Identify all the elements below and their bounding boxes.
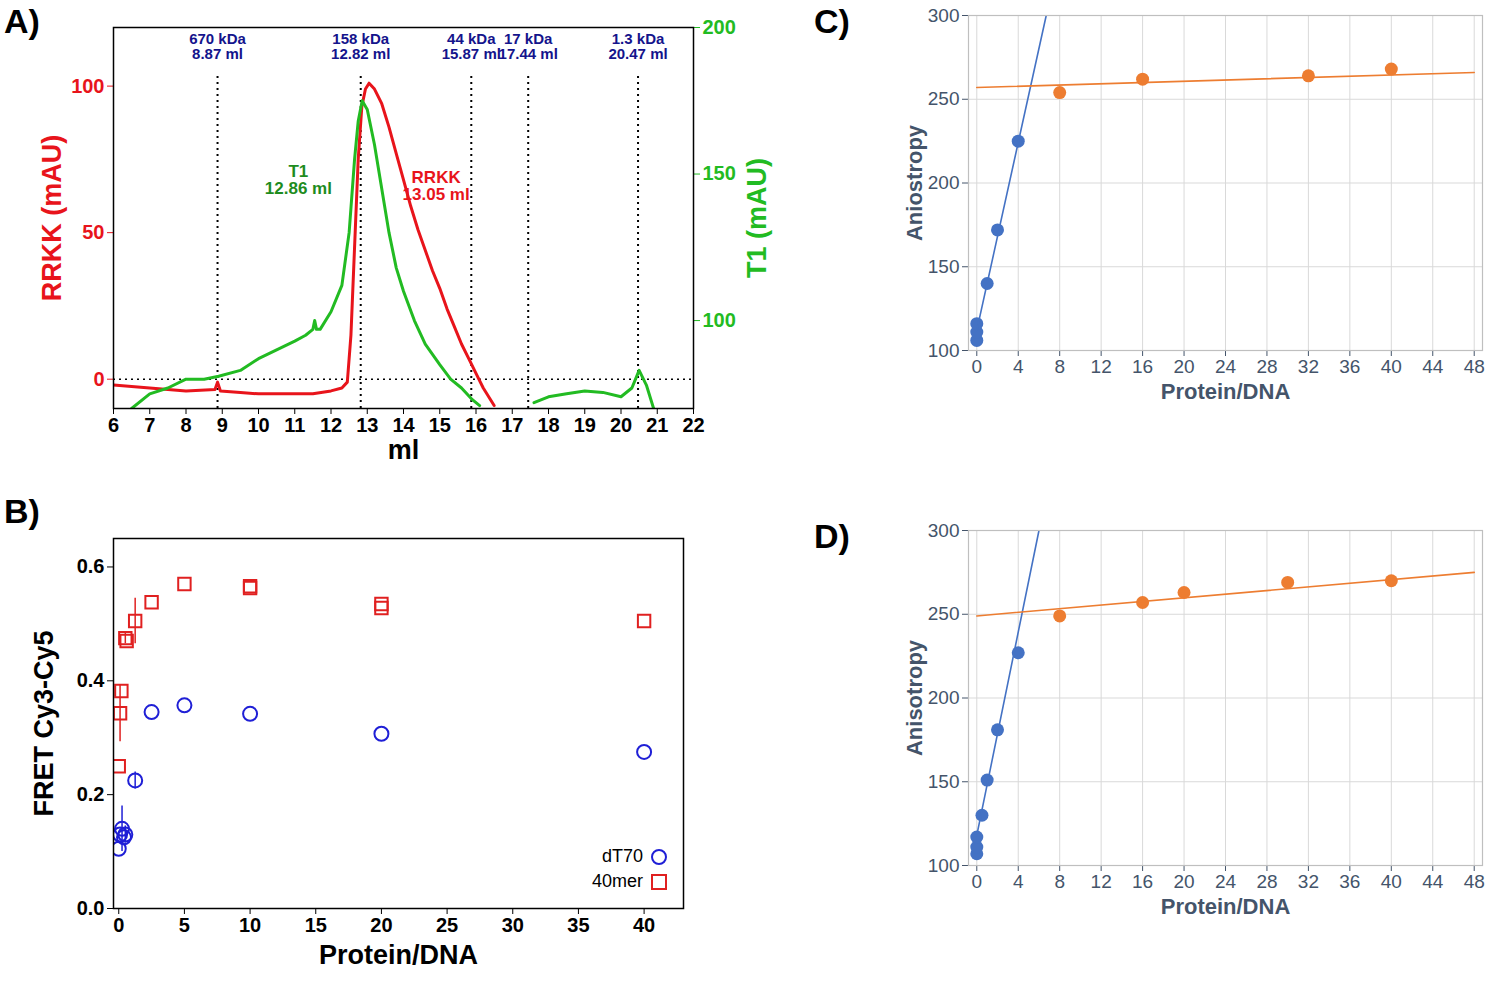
svg-text:16: 16 bbox=[1132, 356, 1153, 377]
svg-text:10: 10 bbox=[239, 914, 261, 936]
svg-text:8: 8 bbox=[1054, 356, 1065, 377]
svg-text:44 kDa15.87 ml: 44 kDa15.87 ml bbox=[442, 30, 501, 62]
svg-text:300: 300 bbox=[928, 5, 960, 26]
svg-text:200: 200 bbox=[928, 687, 960, 708]
html-text:40mer: 40mer bbox=[592, 871, 643, 891]
svg-text:250: 250 bbox=[928, 88, 960, 109]
svg-text:36: 36 bbox=[1339, 871, 1360, 892]
svg-text:17: 17 bbox=[501, 414, 523, 436]
svg-text:250: 250 bbox=[928, 603, 960, 624]
svg-text:28: 28 bbox=[1256, 356, 1277, 377]
svg-text:24: 24 bbox=[1215, 871, 1237, 892]
svg-text:Anisotropy: Anisotropy bbox=[902, 639, 927, 756]
svg-text:0.6: 0.6 bbox=[77, 555, 105, 577]
svg-text:670 kDa8.87 ml: 670 kDa8.87 ml bbox=[189, 30, 246, 62]
svg-text:0.4: 0.4 bbox=[77, 669, 106, 691]
svg-text:300: 300 bbox=[928, 520, 960, 541]
svg-text:150: 150 bbox=[928, 771, 960, 792]
svg-text:100: 100 bbox=[71, 75, 104, 97]
svg-text:20: 20 bbox=[1173, 871, 1194, 892]
svg-text:9: 9 bbox=[217, 414, 228, 436]
svg-text:35: 35 bbox=[567, 914, 589, 936]
svg-text:15: 15 bbox=[305, 914, 327, 936]
svg-text:22: 22 bbox=[682, 414, 704, 436]
html-text:A): A) bbox=[4, 2, 40, 40]
svg-text:200: 200 bbox=[703, 16, 736, 38]
svg-text:40: 40 bbox=[1381, 871, 1402, 892]
html-text:C): C) bbox=[814, 2, 850, 40]
svg-text:32: 32 bbox=[1298, 871, 1319, 892]
svg-text:12: 12 bbox=[1091, 871, 1112, 892]
svg-text:5: 5 bbox=[179, 914, 190, 936]
svg-text:44: 44 bbox=[1422, 871, 1444, 892]
svg-text:1.3 kDa20.47 ml: 1.3 kDa20.47 ml bbox=[608, 30, 667, 62]
svg-text:RRKK (mAU): RRKK (mAU) bbox=[37, 135, 67, 301]
svg-text:17 kDa17.44 ml: 17 kDa17.44 ml bbox=[499, 30, 558, 62]
svg-text:11: 11 bbox=[284, 414, 305, 436]
svg-text:36: 36 bbox=[1339, 356, 1360, 377]
svg-text:100: 100 bbox=[928, 340, 960, 361]
svg-text:150: 150 bbox=[703, 162, 736, 184]
svg-text:50: 50 bbox=[82, 221, 104, 243]
svg-text:20: 20 bbox=[370, 914, 392, 936]
svg-text:19: 19 bbox=[574, 414, 596, 436]
svg-text:16: 16 bbox=[465, 414, 487, 436]
svg-text:12: 12 bbox=[320, 414, 342, 436]
svg-text:25: 25 bbox=[436, 914, 458, 936]
svg-text:4: 4 bbox=[1013, 871, 1024, 892]
svg-text:14: 14 bbox=[392, 414, 415, 436]
svg-text:8: 8 bbox=[180, 414, 191, 436]
html-text:dT70: dT70 bbox=[602, 846, 643, 866]
svg-text:ml: ml bbox=[388, 435, 420, 465]
svg-text:6: 6 bbox=[108, 414, 119, 436]
svg-text:0: 0 bbox=[972, 871, 983, 892]
html-text:B): B) bbox=[4, 492, 40, 530]
svg-text:FRET Cy3-Cy5: FRET Cy3-Cy5 bbox=[29, 630, 59, 816]
svg-text:100: 100 bbox=[703, 309, 736, 331]
svg-text:20: 20 bbox=[610, 414, 632, 436]
svg-text:200: 200 bbox=[928, 172, 960, 193]
svg-text:Protein/DNA: Protein/DNA bbox=[1161, 894, 1291, 919]
svg-text:4: 4 bbox=[1013, 356, 1024, 377]
svg-text:32: 32 bbox=[1298, 356, 1319, 377]
svg-text:16: 16 bbox=[1132, 871, 1153, 892]
svg-text:7: 7 bbox=[144, 414, 155, 436]
svg-text:48: 48 bbox=[1464, 356, 1485, 377]
svg-text:0: 0 bbox=[93, 368, 104, 390]
svg-text:T112.86 ml: T112.86 ml bbox=[265, 162, 332, 198]
svg-text:12: 12 bbox=[1091, 356, 1112, 377]
svg-text:Protein/DNA: Protein/DNA bbox=[319, 940, 478, 970]
svg-text:100: 100 bbox=[928, 855, 960, 876]
svg-text:24: 24 bbox=[1215, 356, 1237, 377]
svg-text:20: 20 bbox=[1173, 356, 1194, 377]
svg-text:15: 15 bbox=[429, 414, 451, 436]
svg-text:13: 13 bbox=[356, 414, 378, 436]
svg-text:48: 48 bbox=[1464, 871, 1485, 892]
svg-text:RRKK13.05 ml: RRKK13.05 ml bbox=[403, 168, 470, 204]
svg-text:150: 150 bbox=[928, 256, 960, 277]
svg-text:Aniostropy: Aniostropy bbox=[902, 124, 927, 241]
svg-text:40: 40 bbox=[1381, 356, 1402, 377]
svg-text:0.2: 0.2 bbox=[77, 783, 105, 805]
svg-text:10: 10 bbox=[247, 414, 269, 436]
svg-text:28: 28 bbox=[1256, 871, 1277, 892]
svg-text:21: 21 bbox=[646, 414, 668, 436]
svg-text:158 kDa12.82 ml: 158 kDa12.82 ml bbox=[331, 30, 390, 62]
svg-text:18: 18 bbox=[537, 414, 559, 436]
svg-text:0: 0 bbox=[972, 356, 983, 377]
html-text:D): D) bbox=[814, 517, 850, 555]
svg-text:8: 8 bbox=[1054, 871, 1065, 892]
svg-text:40: 40 bbox=[633, 914, 655, 936]
svg-text:30: 30 bbox=[502, 914, 524, 936]
svg-text:44: 44 bbox=[1422, 356, 1444, 377]
svg-text:T1 (mAU): T1 (mAU) bbox=[742, 158, 772, 278]
svg-text:0.0: 0.0 bbox=[77, 897, 105, 919]
svg-text:0: 0 bbox=[113, 914, 124, 936]
svg-text:Protein/DNA: Protein/DNA bbox=[1161, 379, 1291, 404]
